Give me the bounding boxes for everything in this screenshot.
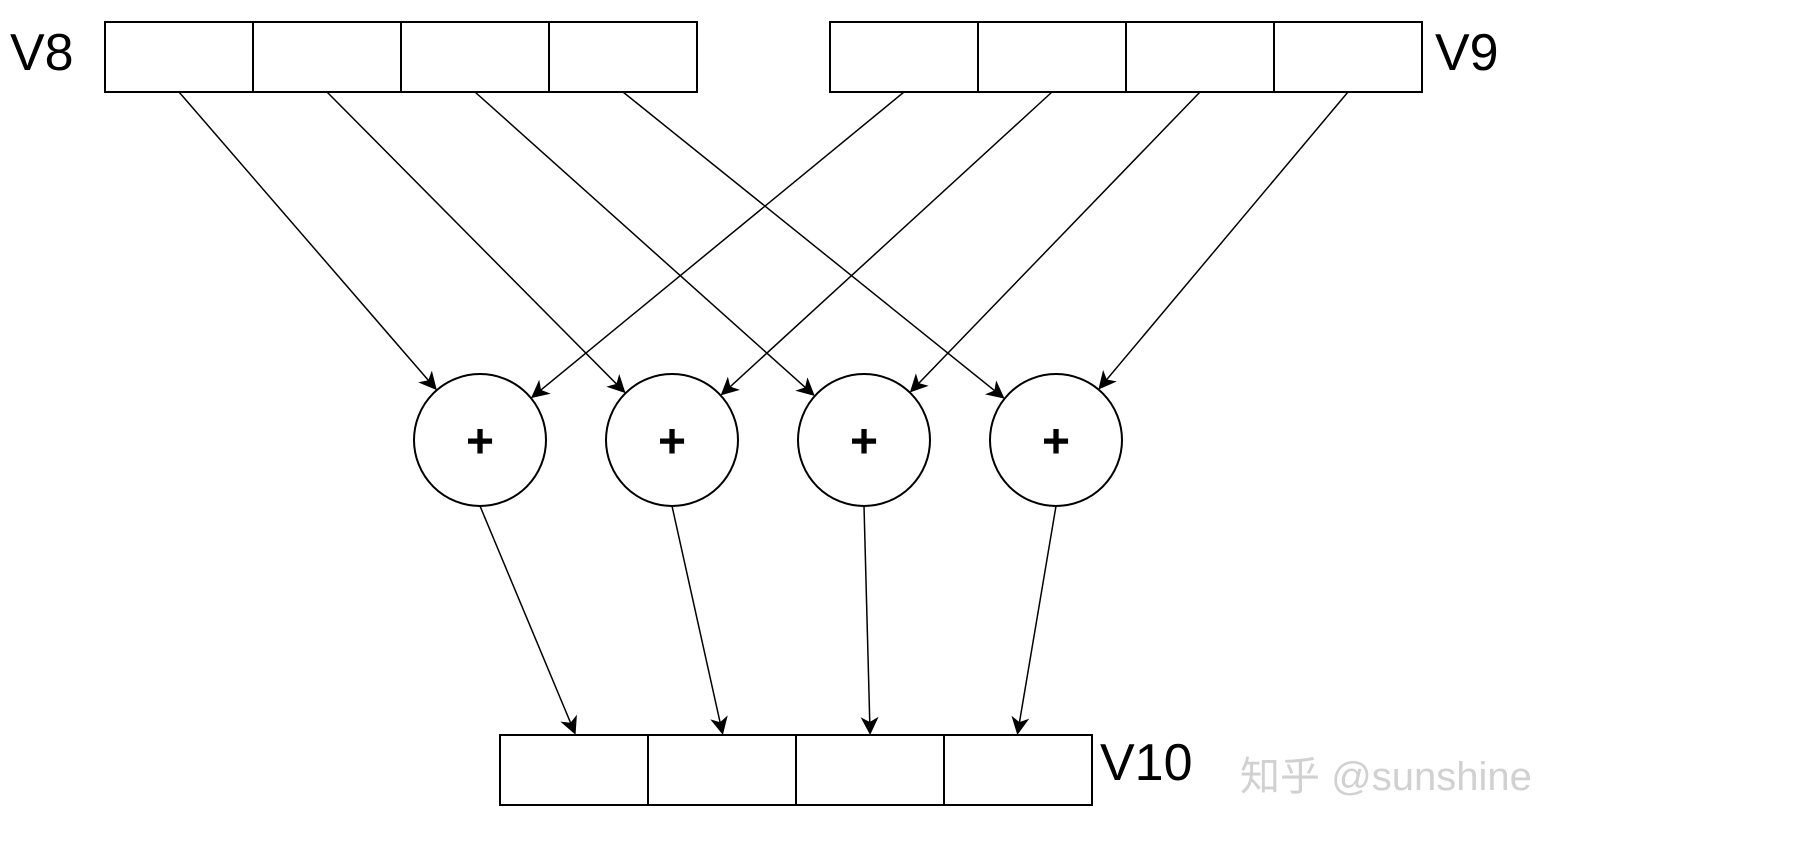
vector-cell	[944, 735, 1092, 805]
vector-v9	[830, 22, 1422, 92]
watermark-text: 知乎 @sunshine	[1240, 755, 1532, 799]
edges-bottom	[480, 506, 1056, 731]
edge-output	[480, 506, 574, 731]
label-v9: V9	[1435, 24, 1499, 82]
vector-cell	[549, 22, 697, 92]
plus-icon: +	[1042, 416, 1070, 469]
vector-cell	[401, 22, 549, 92]
edge-input	[327, 92, 623, 390]
plus-icon: +	[466, 416, 494, 469]
vector-cell	[796, 735, 944, 805]
edge-input	[913, 92, 1200, 390]
vector-cell	[105, 22, 253, 92]
edge-output	[1018, 506, 1056, 731]
edge-input	[179, 92, 434, 387]
edge-output	[672, 506, 722, 731]
vector-cell	[978, 22, 1126, 92]
edge-input	[1101, 92, 1348, 386]
vector-v8	[105, 22, 697, 92]
vector-v10	[500, 735, 1092, 805]
edge-input	[475, 92, 812, 393]
label-v8: V8	[10, 24, 74, 82]
vector-cell	[1274, 22, 1422, 92]
edges-top	[179, 92, 1348, 396]
operator-nodes: + + + +	[414, 374, 1122, 506]
vector-cell	[253, 22, 401, 92]
vector-cell	[830, 22, 978, 92]
edge-input	[534, 92, 904, 396]
vector-cell	[1126, 22, 1274, 92]
edge-input	[724, 92, 1052, 393]
label-v10: V10	[1100, 734, 1193, 792]
edge-input	[623, 92, 1001, 396]
vector-cell	[648, 735, 796, 805]
plus-icon: +	[658, 416, 686, 469]
plus-icon: +	[850, 416, 878, 469]
vector-cell	[500, 735, 648, 805]
edge-output	[864, 506, 870, 731]
vector-add-diagram: + + + + V8 V9 V10 知乎 @sunshine	[0, 0, 1798, 858]
